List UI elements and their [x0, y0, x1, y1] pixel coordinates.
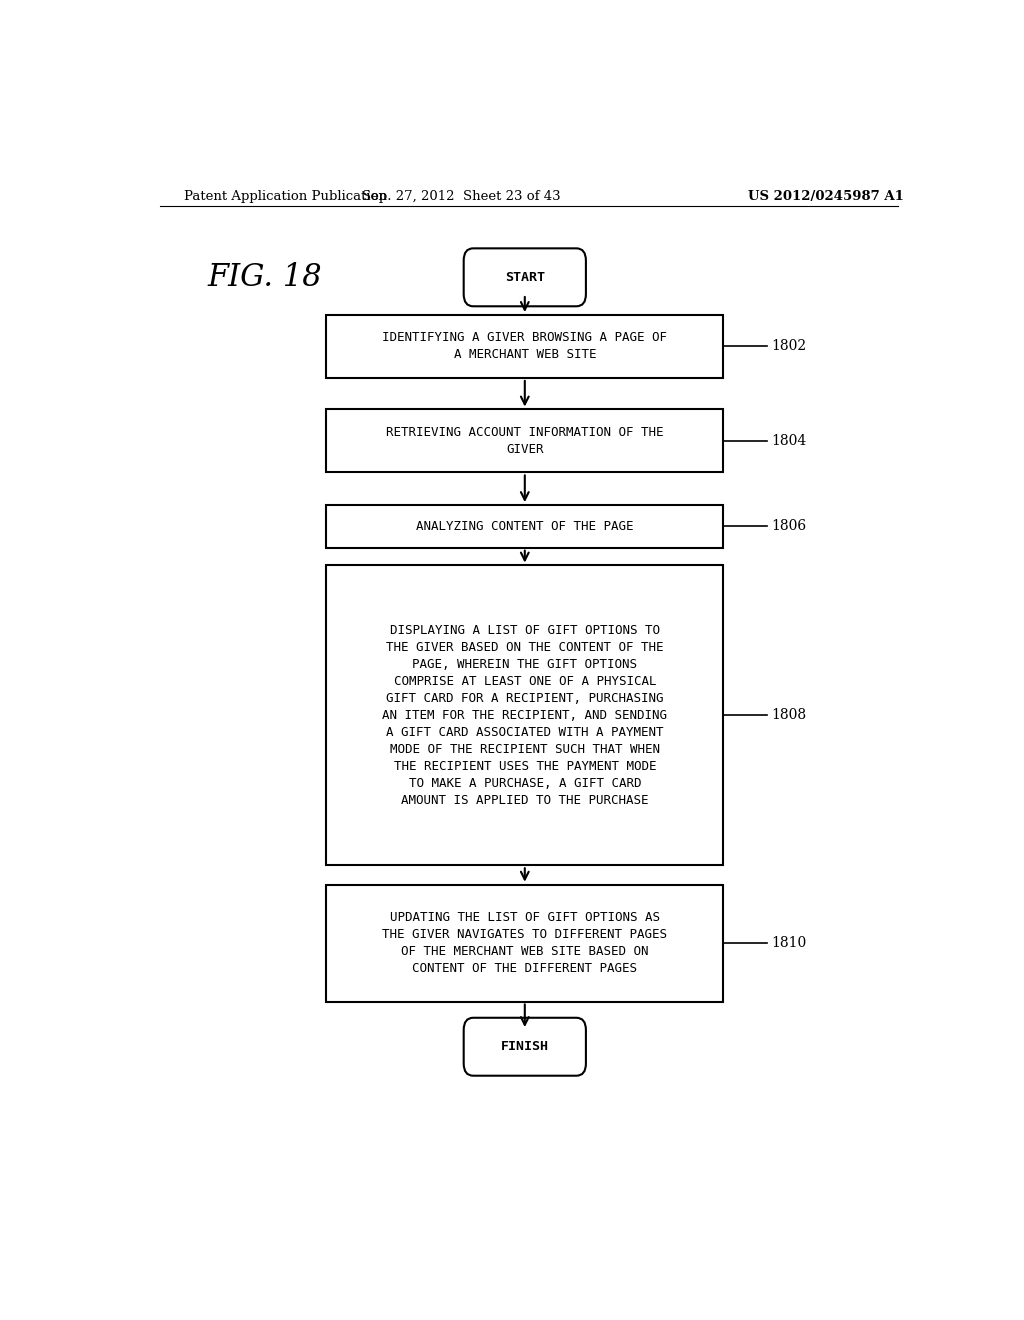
FancyBboxPatch shape	[327, 315, 723, 378]
Text: RETRIEVING ACCOUNT INFORMATION OF THE
GIVER: RETRIEVING ACCOUNT INFORMATION OF THE GI…	[386, 426, 664, 455]
Text: 1810: 1810	[771, 936, 806, 950]
Text: 1806: 1806	[771, 519, 806, 533]
Text: DISPLAYING A LIST OF GIFT OPTIONS TO
THE GIVER BASED ON THE CONTENT OF THE
PAGE,: DISPLAYING A LIST OF GIFT OPTIONS TO THE…	[382, 624, 668, 807]
FancyBboxPatch shape	[327, 884, 723, 1002]
Text: UPDATING THE LIST OF GIFT OPTIONS AS
THE GIVER NAVIGATES TO DIFFERENT PAGES
OF T: UPDATING THE LIST OF GIFT OPTIONS AS THE…	[382, 911, 668, 975]
Text: Patent Application Publication: Patent Application Publication	[183, 190, 386, 202]
Text: 1804: 1804	[771, 434, 806, 447]
Text: START: START	[505, 271, 545, 284]
FancyBboxPatch shape	[327, 506, 723, 548]
Text: Sep. 27, 2012  Sheet 23 of 43: Sep. 27, 2012 Sheet 23 of 43	[362, 190, 560, 202]
FancyBboxPatch shape	[327, 409, 723, 473]
Text: US 2012/0245987 A1: US 2012/0245987 A1	[749, 190, 904, 202]
Text: 1802: 1802	[771, 339, 806, 354]
FancyBboxPatch shape	[464, 1018, 586, 1076]
Text: 1808: 1808	[771, 709, 806, 722]
Text: FIG. 18: FIG. 18	[207, 261, 322, 293]
Text: ANALYZING CONTENT OF THE PAGE: ANALYZING CONTENT OF THE PAGE	[416, 520, 634, 533]
Text: FINISH: FINISH	[501, 1040, 549, 1053]
FancyBboxPatch shape	[464, 248, 586, 306]
Text: IDENTIFYING A GIVER BROWSING A PAGE OF
A MERCHANT WEB SITE: IDENTIFYING A GIVER BROWSING A PAGE OF A…	[382, 331, 668, 362]
FancyBboxPatch shape	[327, 565, 723, 866]
